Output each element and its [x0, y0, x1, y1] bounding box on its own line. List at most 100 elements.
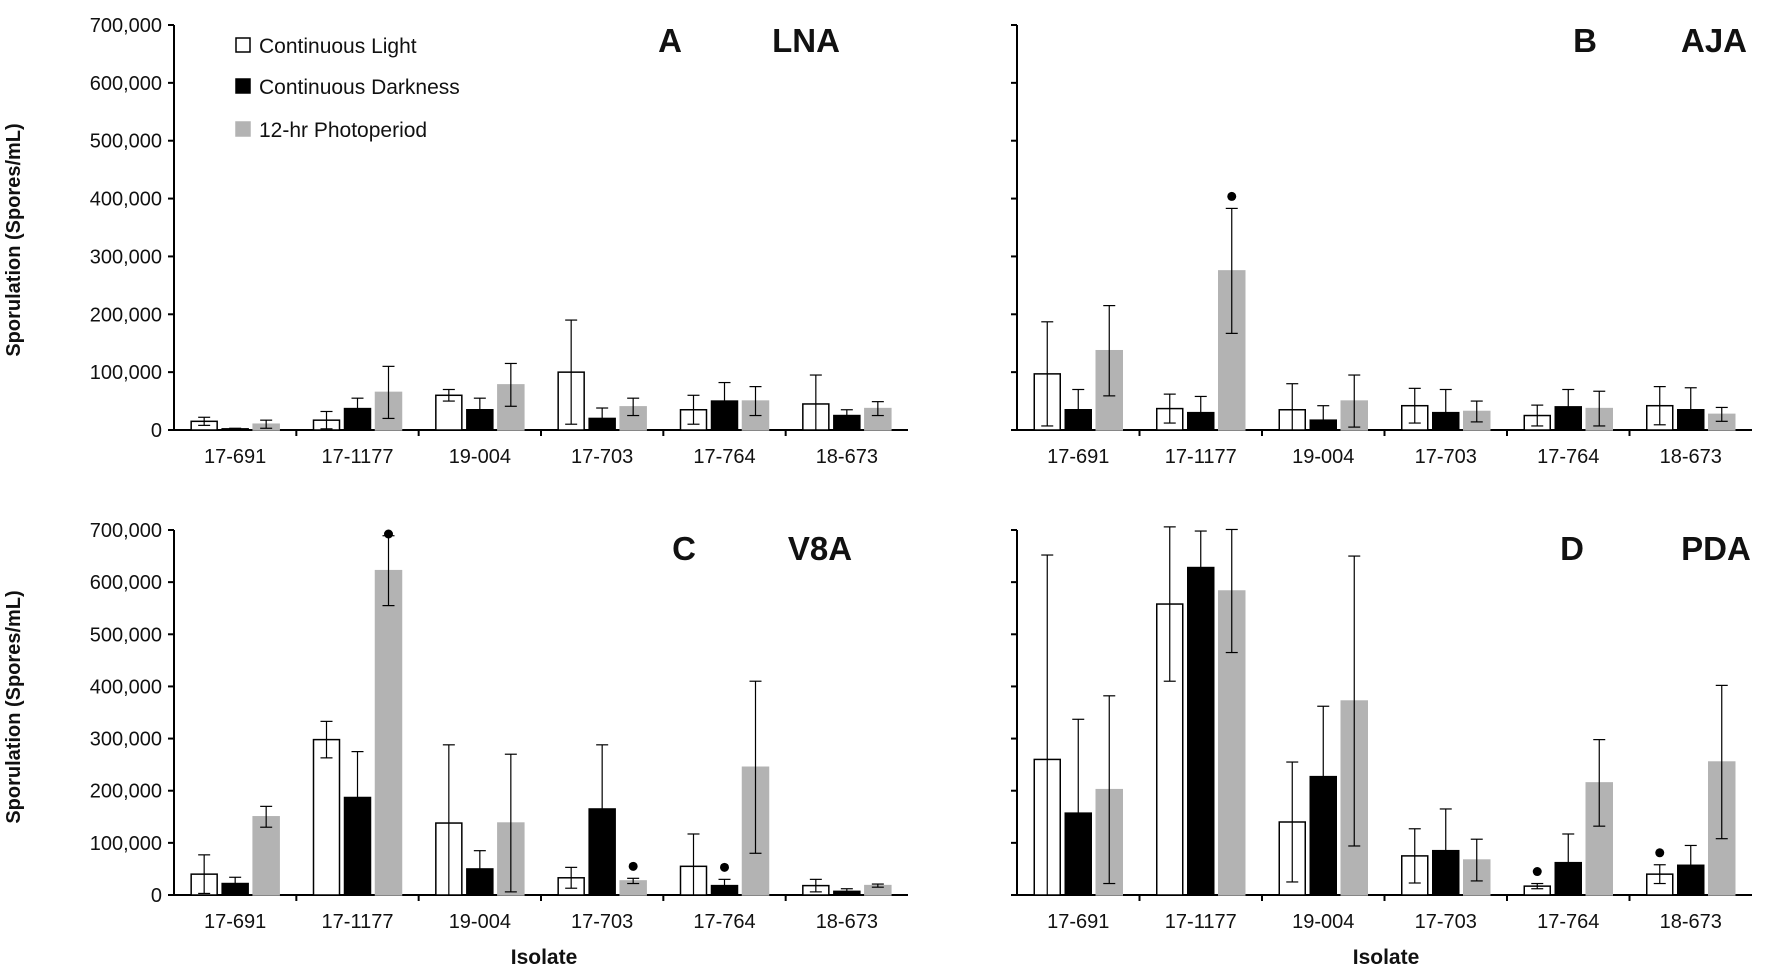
panel-a-axes: 0 100,000 200,000 300,000 400,000 500,000 600,…: [90, 15, 908, 468]
panel-c-error-bar-dark: [351, 751, 364, 844]
panel-b-error-bar-dark: [1072, 388, 1085, 430]
panel-a-error-bar-light: [198, 416, 211, 426]
panel-b-error-bar-light: [1653, 386, 1666, 426]
panel-d-error-bar-light: [1041, 554, 1054, 895]
panel-a-error-bar-light: [687, 394, 700, 425]
panel-b-x-tick-label: 17-703: [1415, 446, 1477, 468]
panel-d-x-tick-label: 18-673: [1660, 911, 1722, 933]
panel-b-error-bar-dark: [1439, 388, 1452, 430]
panel-a-y-tick-label: 0: [151, 420, 162, 442]
panel-b-error-bar-photo: [1225, 207, 1238, 334]
panel-b-significance-marker: [1227, 191, 1237, 201]
panel-c-y-tick-label: 500,000: [90, 624, 162, 646]
panel-d-axes: 17-691 17-1177 19-004 17-703 17-764 18-673: [1011, 529, 1752, 933]
panel-d-error-bar-photo: [1348, 555, 1361, 847]
panel-c-significance-marker: [628, 861, 638, 871]
panel-b-error-bar-dark: [1684, 387, 1697, 430]
panel-c-significance-marker: [384, 529, 393, 539]
panel-a-error-bar-dark: [351, 397, 364, 420]
panel-c-error-bar-photo: [504, 753, 517, 893]
panel-c-error-bar-dark: [718, 878, 731, 893]
panel-c-error-bar-light: [442, 744, 455, 895]
panel-c-y-axis-label: Sporulation (Spores/mL): [3, 590, 25, 823]
panel-d-x-tick-label: 19-004: [1292, 911, 1354, 933]
panel-c-medium: V8A: [788, 530, 852, 567]
panel-b-error-bar-light: [1286, 383, 1299, 430]
panel-c-x-tick-label: 17-1177: [322, 911, 394, 933]
panel-b-error-bar-dark: [1317, 405, 1330, 430]
panel-d-error-bar-photo: [1470, 838, 1483, 882]
panel-c-y-tick-label: 200,000: [90, 781, 162, 803]
panel-d-error-bar-light: [1163, 526, 1176, 682]
panel-d-error-bar-dark: [1684, 844, 1697, 886]
panel-d-x-tick-label: 17-691: [1047, 911, 1109, 933]
panel-a-y-tick-label: 400,000: [90, 189, 162, 211]
panel-a-x-tick-label: 17-703: [571, 446, 633, 468]
panel-a-error-bar-photo: [749, 386, 762, 417]
panel-a-letter: A: [658, 22, 682, 59]
panel-c-error-bar-dark: [473, 850, 486, 888]
panel-c-axes: 0 100,000 200,000 300,000 400,000 500,000 600,…: [90, 520, 908, 933]
panel-b-axes: 17-691 17-1177 19-004 17-703 17-764 18-673: [1011, 24, 1752, 468]
panel-b-error-bar-photo: [1103, 305, 1116, 397]
panel-b-error-bar-light: [1041, 321, 1054, 427]
panel-c-error-bar-photo: [260, 805, 273, 828]
panel-a-error-bar-light: [442, 388, 455, 402]
panel-a: 0 100,000 200,000 300,000 400,000 500,000 600,…: [3, 15, 908, 468]
panel-d-error-bar-photo: [1715, 684, 1728, 840]
panel-b-x-tick-label: 17-1177: [1165, 446, 1237, 468]
panel-c-error-bar-photo: [627, 877, 640, 885]
panel-a-error-bar-light: [565, 319, 578, 425]
panel-c-error-bar-light: [198, 854, 211, 895]
panel-c-y-tick-label: 300,000: [90, 729, 162, 751]
panel-a-y-tick-label: 600,000: [90, 73, 162, 95]
panel-b-error-bar-light: [1408, 387, 1421, 424]
panel-c-x-tick-label: 19-004: [449, 911, 511, 933]
panel-d-significance-marker: [1532, 867, 1542, 877]
panel-b-medium: AJA: [1681, 22, 1747, 59]
panel-b-error-bar-photo: [1593, 390, 1606, 427]
panel-c-x-tick-label: 17-691: [204, 911, 266, 933]
panel-b-x-tick-label: 17-691: [1047, 446, 1109, 468]
panel-d-medium: PDA: [1681, 530, 1751, 567]
panel-c-error-bar-light: [565, 866, 578, 889]
panel-d-error-bar-light: [1408, 828, 1421, 884]
panel-d-significance-marker: [1655, 848, 1665, 858]
panel-d-x-tick-label: 17-703: [1415, 911, 1477, 933]
panel-b-error-bar-photo: [1470, 400, 1483, 423]
panel-a-y-tick-label: 200,000: [90, 304, 162, 326]
panel-c-error-bar-photo: [749, 680, 762, 854]
panel-a-x-tick-label: 18-673: [816, 446, 878, 468]
legend-swatch-continuous-light: [235, 37, 251, 53]
panel-a-y-tick-label: 700,000: [90, 15, 162, 37]
legend-swatch-12-hr-photoperiod: [235, 121, 251, 137]
panel-c-error-bar-light: [687, 833, 700, 895]
panel-c-error-bar-light: [320, 720, 333, 759]
panel-d-error-bar-light: [1286, 761, 1299, 883]
panel-a-error-bar-dark: [473, 397, 486, 422]
panel-a-error-bar-photo: [260, 419, 273, 429]
panel-d-error-bar-dark: [1562, 833, 1575, 892]
panel-c-error-bar-dark: [840, 888, 853, 895]
panel-d-x-tick-label: 17-1177: [1165, 911, 1237, 933]
panel-a-error-bar-dark: [718, 381, 731, 421]
panel-a-error-bar-dark: [840, 409, 853, 422]
panel-d-x-axis-label: Isolate: [1353, 946, 1420, 969]
panel-c-error-bar-dark: [229, 876, 242, 891]
panel-a-error-bar-dark: [596, 407, 609, 430]
panel-c-y-tick-label: 0: [151, 885, 162, 907]
panel-d-error-bar-photo: [1225, 528, 1238, 654]
panel-c-x-tick-label: 17-764: [693, 911, 755, 933]
legend-label-continuous-darkness: Continuous Darkness: [259, 76, 460, 99]
panel-b-error-bar-dark: [1194, 395, 1207, 430]
panel-d-error-bar-light: [1531, 882, 1544, 890]
panel-a-y-tick-label: 500,000: [90, 131, 162, 153]
panel-d-error-bar-photo: [1593, 739, 1606, 827]
panel-c-error-bar-dark: [596, 744, 609, 874]
panel-a-y-tick-label: 100,000: [90, 362, 162, 384]
panel-a-error-bar-photo: [382, 365, 395, 420]
panel-b-error-bar-dark: [1562, 388, 1575, 425]
panel-d: 17-691 17-1177 19-004 17-703 17-764 18-673 D …: [1011, 526, 1752, 969]
panel-d-x-tick-label: 17-764: [1537, 911, 1599, 933]
panel-a-y-tick-label: 300,000: [90, 246, 162, 268]
